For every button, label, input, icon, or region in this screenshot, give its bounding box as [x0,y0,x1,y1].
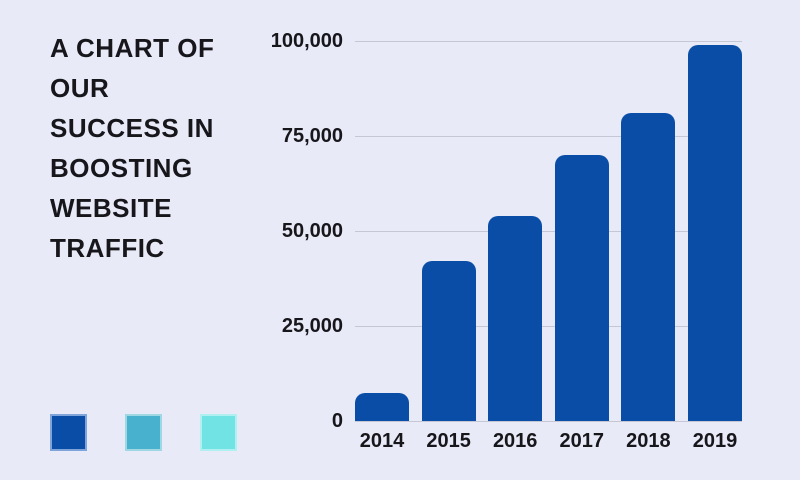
x-axis-labels: 2014 2015 2016 2017 2018 2019 [355,430,742,453]
y-tick-label: 0 [331,410,343,432]
y-tick-label: 100,000 [270,30,343,52]
title-line: WEBSITE [50,193,172,223]
bar-2016 [488,215,543,421]
bar-2014 [355,392,409,421]
legend-swatch-teal-blue [125,414,162,451]
title-line: SUCCESS IN [50,113,214,143]
x-tick-label-2014: 2014 [359,430,405,452]
y-tick-label: 75,000 [281,125,343,147]
x-tick-label-2016: 2016 [492,430,538,452]
bar-2019 [687,44,742,421]
y-axis-labels: 0 25,000 50,000 75,000 100,000 [230,31,343,431]
y-tick-label: 25,000 [281,315,343,337]
legend-swatches [50,414,237,451]
bar-2017 [554,155,609,421]
gridline-0 [355,421,742,422]
gridline-50,000 [355,231,742,232]
bar-2015 [421,261,476,421]
gridline-75,000 [355,136,742,137]
legend-swatch-light-cyan [200,414,237,451]
legend-swatch-dark-blue [50,414,87,451]
gridline-100,000 [355,41,742,42]
bars-row [355,41,742,421]
x-tick-label-2015: 2015 [426,430,471,452]
bar-2018 [621,113,676,421]
title-line: A CHART OF [50,33,215,63]
x-tick-label-2017: 2017 [559,430,605,452]
y-tick-label: 50,000 [281,220,343,242]
plot-area [355,41,742,422]
x-tick-label-2018: 2018 [626,430,671,452]
title-line: BOOSTING [50,153,193,183]
gridline-25,000 [355,326,742,327]
title-line: TRAFFIC [50,233,165,263]
title-line: OUR [50,73,110,103]
x-tick-label-2019: 2019 [692,430,738,452]
page-title: A CHART OF OUR SUCCESS IN BOOSTING WEBSI… [50,28,214,268]
